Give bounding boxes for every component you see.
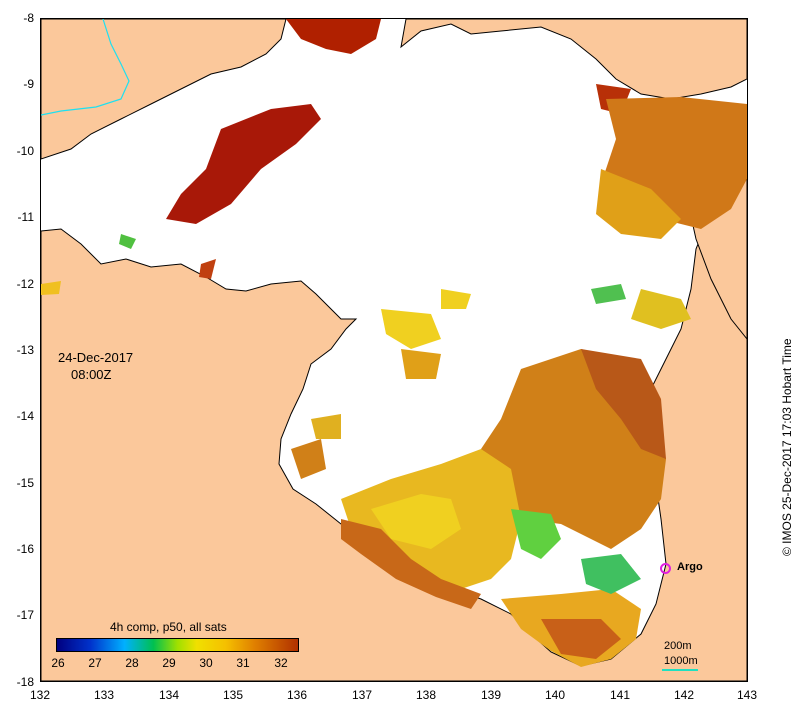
lon-tick: 135 <box>222 688 244 702</box>
lon-tick: 142 <box>673 688 695 702</box>
lon-tick: 138 <box>415 688 437 702</box>
lat-tick: -16 <box>16 542 34 556</box>
legend-colorbar <box>56 638 299 652</box>
sst-patches <box>41 19 747 667</box>
lat-tick: -14 <box>16 409 34 423</box>
legend-tick: 31 <box>236 656 250 670</box>
lat-tick: -12 <box>16 277 34 291</box>
lat-tick: -15 <box>16 476 34 490</box>
lat-tick: -18 <box>16 675 34 689</box>
lon-tick: 137 <box>351 688 373 702</box>
legend-tick: 26 <box>51 656 65 670</box>
river <box>41 19 130 116</box>
lon-tick: 134 <box>158 688 180 702</box>
lat-tick: -9 <box>23 77 34 91</box>
argo-marker-icon <box>660 563 671 574</box>
legend-tick: 32 <box>274 656 288 670</box>
lat-tick: -17 <box>16 608 34 622</box>
lat-tick: -13 <box>16 343 34 357</box>
credit-label: © IMOS 25-Dec-2017 17:03 Hobart Time <box>780 338 791 556</box>
legend-title: 4h comp, p50, all sats <box>110 620 227 634</box>
lon-tick: 140 <box>544 688 566 702</box>
lon-tick: 143 <box>736 688 758 702</box>
lon-tick: 136 <box>286 688 308 702</box>
isobath-line-swatch <box>662 669 698 671</box>
lon-tick: 132 <box>29 688 51 702</box>
argo-label: Argo <box>677 561 703 573</box>
isobath-200-label: 200m <box>664 640 692 652</box>
map-frame <box>40 18 748 682</box>
lon-tick: 139 <box>480 688 502 702</box>
lat-tick: -10 <box>16 144 34 158</box>
legend-tick: 27 <box>88 656 102 670</box>
legend-tick: 29 <box>162 656 176 670</box>
time-label: 08:00Z <box>71 367 112 382</box>
legend-tick: 28 <box>125 656 139 670</box>
legend-tick: 30 <box>199 656 213 670</box>
date-label: 24-Dec-2017 <box>58 350 134 365</box>
lat-tick: -11 <box>17 210 34 224</box>
northwest-land <box>41 19 287 160</box>
isobath-1000-label: 1000m <box>664 655 698 667</box>
lat-tick: -8 <box>23 11 34 25</box>
lon-tick: 133 <box>93 688 115 702</box>
new-guinea-land <box>400 19 747 100</box>
lon-tick: 141 <box>609 688 631 702</box>
